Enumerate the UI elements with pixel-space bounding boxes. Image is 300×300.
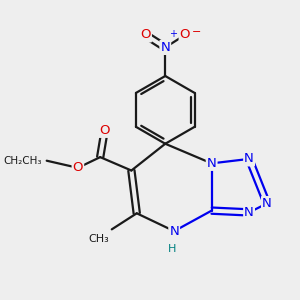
- Text: N: N: [244, 206, 254, 219]
- Text: N: N: [160, 41, 170, 54]
- Text: +: +: [169, 28, 177, 39]
- Text: O: O: [99, 124, 110, 137]
- Text: CH₂CH₃: CH₂CH₃: [4, 156, 42, 166]
- Text: O: O: [140, 28, 151, 41]
- Text: N: N: [169, 225, 179, 238]
- Text: N: N: [244, 152, 254, 165]
- Text: H: H: [168, 244, 177, 254]
- Text: N: N: [262, 197, 272, 210]
- Text: N: N: [207, 157, 217, 170]
- Text: −: −: [192, 27, 201, 37]
- Text: O: O: [73, 161, 83, 174]
- Text: CH₃: CH₃: [88, 234, 109, 244]
- Text: O: O: [180, 28, 190, 41]
